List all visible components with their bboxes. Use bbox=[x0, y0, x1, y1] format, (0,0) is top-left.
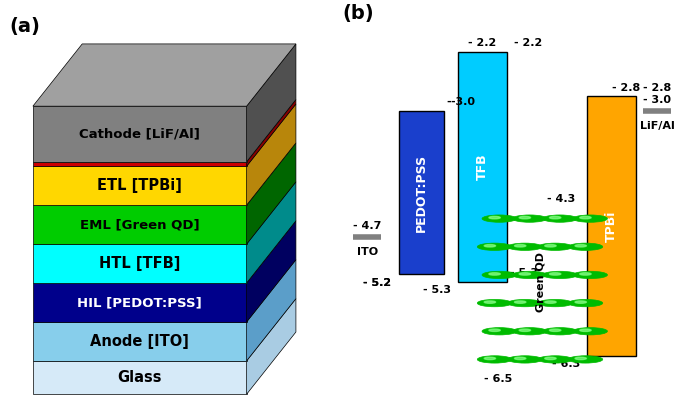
Circle shape bbox=[512, 327, 547, 335]
Circle shape bbox=[477, 243, 512, 250]
Circle shape bbox=[575, 357, 586, 360]
Polygon shape bbox=[247, 100, 296, 166]
Circle shape bbox=[568, 356, 603, 363]
Circle shape bbox=[512, 215, 547, 222]
Circle shape bbox=[508, 356, 542, 363]
Circle shape bbox=[514, 301, 526, 303]
Text: - 4.3: - 4.3 bbox=[547, 194, 575, 204]
Circle shape bbox=[477, 356, 512, 363]
Circle shape bbox=[482, 271, 516, 278]
Circle shape bbox=[508, 243, 542, 250]
Text: - 2.2: - 2.2 bbox=[469, 38, 497, 48]
Text: - 5.3: - 5.3 bbox=[510, 268, 538, 278]
Circle shape bbox=[519, 329, 531, 332]
Polygon shape bbox=[247, 143, 296, 244]
Polygon shape bbox=[33, 44, 296, 106]
Circle shape bbox=[508, 300, 542, 307]
Text: (b): (b) bbox=[342, 4, 374, 23]
Polygon shape bbox=[247, 299, 296, 394]
Text: - 2.2: - 2.2 bbox=[514, 38, 542, 48]
Text: - 6.3: - 6.3 bbox=[552, 359, 580, 369]
Text: TFB: TFB bbox=[476, 154, 489, 180]
Circle shape bbox=[519, 273, 531, 275]
Circle shape bbox=[573, 215, 608, 222]
Text: - 2.8: - 2.8 bbox=[643, 83, 671, 93]
FancyBboxPatch shape bbox=[399, 111, 444, 274]
Circle shape bbox=[545, 244, 556, 247]
Polygon shape bbox=[33, 361, 247, 394]
Circle shape bbox=[568, 243, 603, 250]
Text: TPBi: TPBi bbox=[605, 210, 618, 242]
Text: LiF/Al: LiF/Al bbox=[640, 121, 675, 131]
Circle shape bbox=[549, 329, 561, 332]
Circle shape bbox=[538, 300, 573, 307]
Text: ETL [TPBi]: ETL [TPBi] bbox=[97, 178, 182, 193]
Polygon shape bbox=[247, 104, 296, 205]
Circle shape bbox=[573, 271, 608, 278]
Text: Green QD: Green QD bbox=[535, 251, 545, 312]
Circle shape bbox=[489, 216, 500, 219]
Circle shape bbox=[543, 327, 577, 335]
Circle shape bbox=[484, 244, 495, 247]
Polygon shape bbox=[33, 205, 247, 244]
Circle shape bbox=[482, 215, 516, 222]
Circle shape bbox=[538, 356, 573, 363]
Text: - 3.0: - 3.0 bbox=[451, 98, 479, 107]
Circle shape bbox=[575, 301, 586, 303]
Text: HTL [TFB]: HTL [TFB] bbox=[99, 256, 180, 271]
Text: EML [Green QD]: EML [Green QD] bbox=[80, 218, 199, 231]
Polygon shape bbox=[33, 106, 247, 162]
Circle shape bbox=[519, 216, 531, 219]
Circle shape bbox=[549, 273, 561, 275]
Circle shape bbox=[489, 273, 500, 275]
Text: Cathode [LiF/Al]: Cathode [LiF/Al] bbox=[79, 127, 200, 141]
Text: - 4.7: - 4.7 bbox=[353, 221, 382, 231]
Polygon shape bbox=[247, 182, 296, 283]
Circle shape bbox=[543, 271, 577, 278]
Text: HIL [PEDOT:PSS]: HIL [PEDOT:PSS] bbox=[77, 296, 202, 309]
Circle shape bbox=[477, 300, 512, 307]
Text: (a): (a) bbox=[10, 17, 40, 36]
Circle shape bbox=[538, 243, 573, 250]
Circle shape bbox=[543, 215, 577, 222]
Circle shape bbox=[549, 216, 561, 219]
FancyBboxPatch shape bbox=[458, 52, 507, 282]
Text: - 3.0: - 3.0 bbox=[447, 98, 475, 107]
Circle shape bbox=[514, 357, 526, 360]
Circle shape bbox=[580, 273, 591, 275]
Polygon shape bbox=[33, 283, 247, 322]
Polygon shape bbox=[247, 260, 296, 361]
FancyBboxPatch shape bbox=[587, 96, 636, 356]
Circle shape bbox=[568, 300, 603, 307]
Circle shape bbox=[484, 357, 495, 360]
Circle shape bbox=[545, 357, 556, 360]
Polygon shape bbox=[33, 322, 247, 361]
Text: - 3.0: - 3.0 bbox=[643, 95, 671, 105]
Polygon shape bbox=[33, 162, 247, 166]
Circle shape bbox=[573, 327, 608, 335]
Circle shape bbox=[580, 216, 591, 219]
Text: Glass: Glass bbox=[118, 370, 162, 385]
Circle shape bbox=[575, 244, 586, 247]
Polygon shape bbox=[247, 44, 296, 162]
Text: - 2.8: - 2.8 bbox=[612, 83, 640, 93]
Circle shape bbox=[489, 329, 500, 332]
Circle shape bbox=[545, 301, 556, 303]
Text: - 5.2: - 5.2 bbox=[364, 278, 392, 288]
Polygon shape bbox=[33, 244, 247, 283]
Text: Anode [ITO]: Anode [ITO] bbox=[90, 334, 189, 349]
Polygon shape bbox=[247, 221, 296, 322]
Circle shape bbox=[514, 244, 526, 247]
Text: - 6.5: - 6.5 bbox=[484, 374, 512, 384]
Text: - 5.3: - 5.3 bbox=[423, 286, 451, 295]
Text: ITO: ITO bbox=[356, 247, 377, 257]
Text: - 5.2: - 5.2 bbox=[364, 278, 392, 288]
Polygon shape bbox=[33, 166, 247, 205]
Circle shape bbox=[484, 301, 495, 303]
Text: PEDOT:PSS: PEDOT:PSS bbox=[414, 154, 427, 232]
Circle shape bbox=[512, 271, 547, 278]
Circle shape bbox=[482, 327, 516, 335]
Circle shape bbox=[580, 329, 591, 332]
